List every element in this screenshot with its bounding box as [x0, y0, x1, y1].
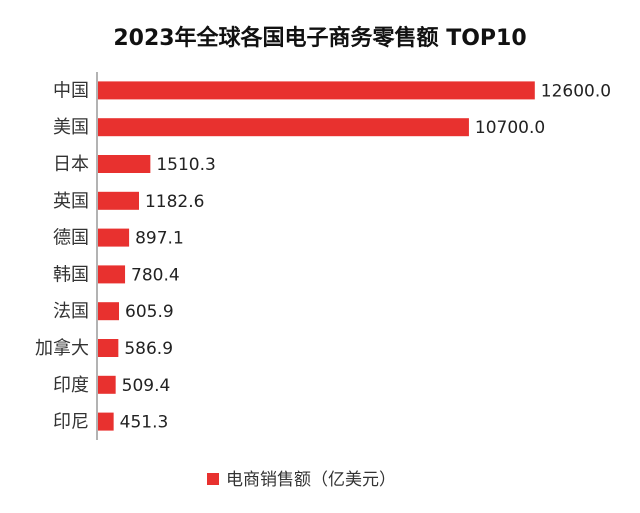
category-label: 美国: [53, 117, 89, 138]
value-label: 780.4: [131, 265, 180, 285]
category-label: 加拿大: [35, 337, 89, 359]
value-label: 451.3: [120, 413, 169, 433]
category-label: 印度: [53, 375, 89, 396]
category-label: 韩国: [53, 264, 89, 285]
bar: [98, 265, 126, 284]
category-label: 法国: [53, 301, 89, 322]
bar: [98, 339, 119, 357]
chart-title: 2023年全球各国电子商务零售额 TOP10: [113, 25, 526, 51]
category-label: 日本: [53, 154, 89, 175]
legend-label: 电商销售额（亿美元）: [226, 470, 396, 490]
value-label: 586.9: [124, 339, 173, 359]
legend: 电商销售额（亿美元）: [207, 470, 396, 490]
bar: [98, 81, 535, 100]
bar: [98, 118, 469, 137]
bar: [98, 228, 130, 247]
bar: [98, 302, 120, 321]
category-label: 德国: [53, 228, 89, 249]
value-label: 897.1: [135, 229, 184, 249]
value-label: 1182.6: [145, 192, 204, 212]
value-label: 12600.0: [541, 81, 611, 101]
category-label: 印尼: [53, 412, 89, 433]
bar: [98, 191, 139, 210]
bar: [98, 375, 116, 394]
value-label: 509.4: [122, 376, 171, 396]
value-label: 10700.0: [475, 118, 545, 138]
bar: [98, 412, 114, 431]
bar: [98, 155, 151, 173]
bar-rows: 中国 12600.0 美国 10700.0 日本 1510.3 英国 1182.6 德国 897.…: [35, 80, 611, 432]
value-label: 1510.3: [156, 155, 215, 175]
legend-swatch: [207, 473, 219, 485]
category-label: 英国: [53, 191, 89, 212]
value-label: 605.9: [125, 302, 174, 322]
category-label: 中国: [53, 80, 89, 101]
